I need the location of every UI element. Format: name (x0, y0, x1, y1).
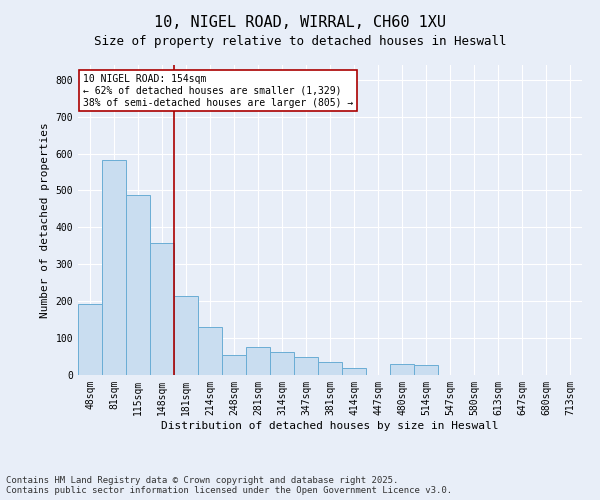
Bar (390, 364, 414, 375)
Y-axis label: Number of detached properties: Number of detached properties (40, 122, 50, 318)
Bar (342, 368, 366, 375)
Text: Contains HM Land Registry data © Crown copyright and database right 2025.
Contai: Contains HM Land Registry data © Crown c… (6, 476, 452, 495)
Bar (270, 352, 294, 375)
X-axis label: Distribution of detached houses by size in Heswall: Distribution of detached houses by size … (161, 420, 499, 430)
Bar (150, 244, 174, 375)
Bar (222, 356, 246, 375)
Text: 10, NIGEL ROAD, WIRRAL, CH60 1XU: 10, NIGEL ROAD, WIRRAL, CH60 1XU (154, 15, 446, 30)
Bar (126, 196, 150, 375)
Bar (414, 365, 438, 375)
Bar (174, 296, 198, 375)
Bar (102, 160, 126, 375)
Bar (294, 358, 318, 375)
Bar (198, 327, 222, 375)
Bar (318, 362, 342, 375)
Text: 10 NIGEL ROAD: 154sqm
← 62% of detached houses are smaller (1,329)
38% of semi-d: 10 NIGEL ROAD: 154sqm ← 62% of detached … (83, 74, 353, 108)
Text: Size of property relative to detached houses in Heswall: Size of property relative to detached ho… (94, 35, 506, 48)
Bar (246, 348, 270, 375)
Bar (78, 304, 102, 375)
